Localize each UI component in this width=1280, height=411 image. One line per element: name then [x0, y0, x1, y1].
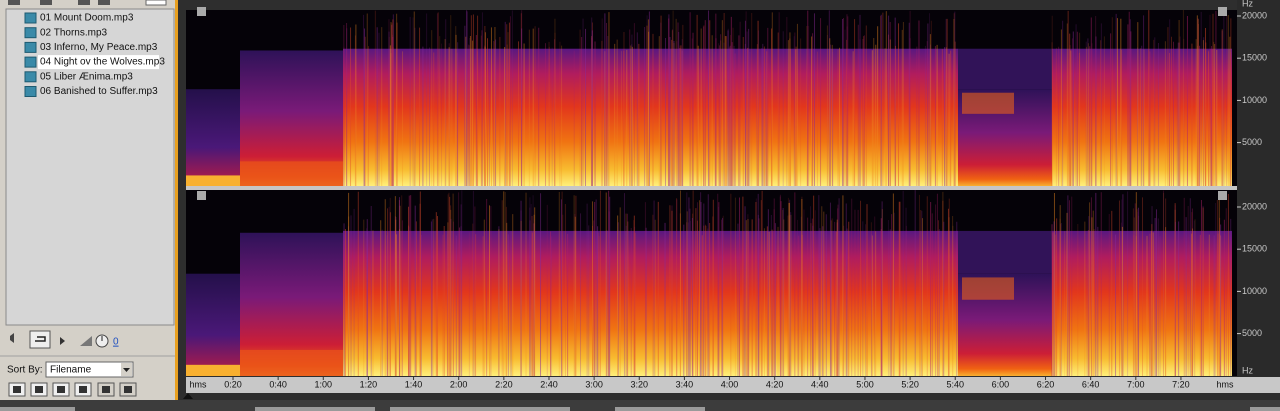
file-name[interactable]: 04 Night ov the Wolves.mp3	[40, 57, 165, 68]
channel-corner[interactable]	[197, 7, 206, 16]
spectrum-band	[240, 349, 343, 376]
file-icon[interactable]	[24, 27, 37, 39]
toolbar-icon[interactable]	[78, 0, 90, 5]
frequency-label: 20000	[1242, 201, 1267, 211]
play-button[interactable]	[60, 337, 65, 345]
time-label: 1:00	[315, 379, 333, 389]
time-label: 7:00	[1127, 379, 1145, 389]
time-label: 2:00	[450, 379, 468, 389]
panel-button-glyph	[57, 386, 65, 393]
sort-label: Sort By:	[7, 365, 43, 376]
tab[interactable]	[1250, 407, 1280, 411]
status-strip	[0, 400, 1280, 411]
time-label: 3:20	[630, 379, 648, 389]
time-unit: hms	[1216, 379, 1234, 389]
time-label: 6:20	[1037, 379, 1055, 389]
spectrum-band	[1052, 230, 1232, 376]
file-name[interactable]: 06 Banished to Suffer.mp3	[40, 86, 158, 97]
toolbar-button[interactable]	[145, 0, 167, 6]
file-name[interactable]: 02 Thorns.mp3	[40, 27, 108, 38]
tab[interactable]	[390, 407, 570, 411]
time-label: 5:20	[901, 379, 919, 389]
time-label: 0:20	[224, 379, 242, 389]
time-label: 6:00	[992, 379, 1010, 389]
file-icon[interactable]	[24, 41, 37, 53]
time-label: 6:40	[1082, 379, 1100, 389]
time-label: 4:00	[721, 379, 739, 389]
loop-button[interactable]	[29, 330, 51, 349]
volume-icon	[80, 336, 92, 346]
time-label: 2:40	[540, 379, 558, 389]
file-icon[interactable]	[24, 86, 37, 97]
panel-focus-border	[175, 0, 178, 400]
panel-button-glyph	[35, 386, 43, 393]
channel-corner[interactable]	[1218, 191, 1227, 200]
channel-corner[interactable]	[197, 191, 206, 200]
time-unit: hms	[189, 379, 207, 389]
frequency-label: 10000	[1242, 95, 1267, 105]
time-label: 3:40	[676, 379, 694, 389]
spectrum-band	[186, 364, 240, 376]
speaker-icon[interactable]	[10, 333, 14, 343]
sort-dropdown[interactable]	[45, 361, 134, 378]
time-label: 2:20	[495, 379, 513, 389]
loop-icon	[35, 336, 46, 342]
spectrum-band	[186, 175, 240, 186]
tab[interactable]	[0, 407, 75, 411]
spectrum-band	[186, 89, 240, 186]
dropdown-arrow	[123, 368, 130, 372]
frequency-label: 5000	[1242, 137, 1262, 147]
frequency-label: 15000	[1242, 244, 1267, 254]
toolbar-icon[interactable]	[40, 0, 52, 5]
tab[interactable]	[255, 407, 375, 411]
toolbar-icon[interactable]	[8, 0, 20, 5]
file-icon[interactable]	[24, 12, 37, 24]
spectrum-band	[958, 48, 1052, 90]
frequency-label: 20000	[1242, 10, 1267, 20]
frequency-label: 5000	[1242, 328, 1262, 338]
spectrum-band	[186, 273, 240, 376]
file-icon[interactable]	[24, 56, 37, 68]
time-label: 5:40	[946, 379, 964, 389]
file-name[interactable]: 05 Liber Ænima.mp3	[40, 71, 133, 82]
time-label: 4:20	[766, 379, 784, 389]
panel-button-glyph	[102, 386, 110, 393]
time-label: 1:40	[405, 379, 423, 389]
channel-separator	[186, 186, 1237, 190]
time-label: 1:20	[360, 379, 378, 389]
selected-row	[38, 55, 159, 70]
frequency-unit: Hz	[1242, 0, 1253, 8]
spectrum-band	[240, 161, 343, 186]
spectrum-band	[343, 48, 958, 186]
time-label: 3:00	[585, 379, 603, 389]
frequency-label: 15000	[1242, 53, 1267, 63]
spectrum-band	[962, 277, 1014, 300]
spectrum-band	[1052, 48, 1232, 186]
toolbar-icon[interactable]	[98, 0, 110, 5]
time-ruler	[186, 377, 1280, 393]
file-name[interactable]: 01 Mount Doom.mp3	[40, 13, 134, 24]
spectrum-band	[343, 230, 958, 376]
panel-button-glyph	[13, 386, 21, 393]
time-label: 0:40	[269, 379, 287, 389]
panel-button-glyph	[124, 386, 132, 393]
frequency-label: 10000	[1242, 286, 1267, 296]
file-name[interactable]: 03 Inferno, My Peace.mp3	[40, 42, 158, 53]
spectrum-band	[962, 92, 1014, 114]
sort-value: Filename	[50, 365, 92, 376]
time-label: 5:00	[856, 379, 874, 389]
time-label: 7:20	[1172, 379, 1190, 389]
spectrum-band	[958, 230, 1052, 274]
frequency-unit: Hz	[1242, 365, 1253, 375]
frequency-ruler	[1237, 0, 1280, 377]
volume-value[interactable]: 0	[113, 337, 119, 348]
playhead-marker[interactable]	[183, 393, 193, 399]
channel-corner[interactable]	[1218, 7, 1227, 16]
time-label: 4:40	[811, 379, 829, 389]
panel-button-glyph	[79, 386, 87, 393]
file-icon[interactable]	[24, 71, 37, 83]
tab[interactable]	[615, 407, 705, 411]
